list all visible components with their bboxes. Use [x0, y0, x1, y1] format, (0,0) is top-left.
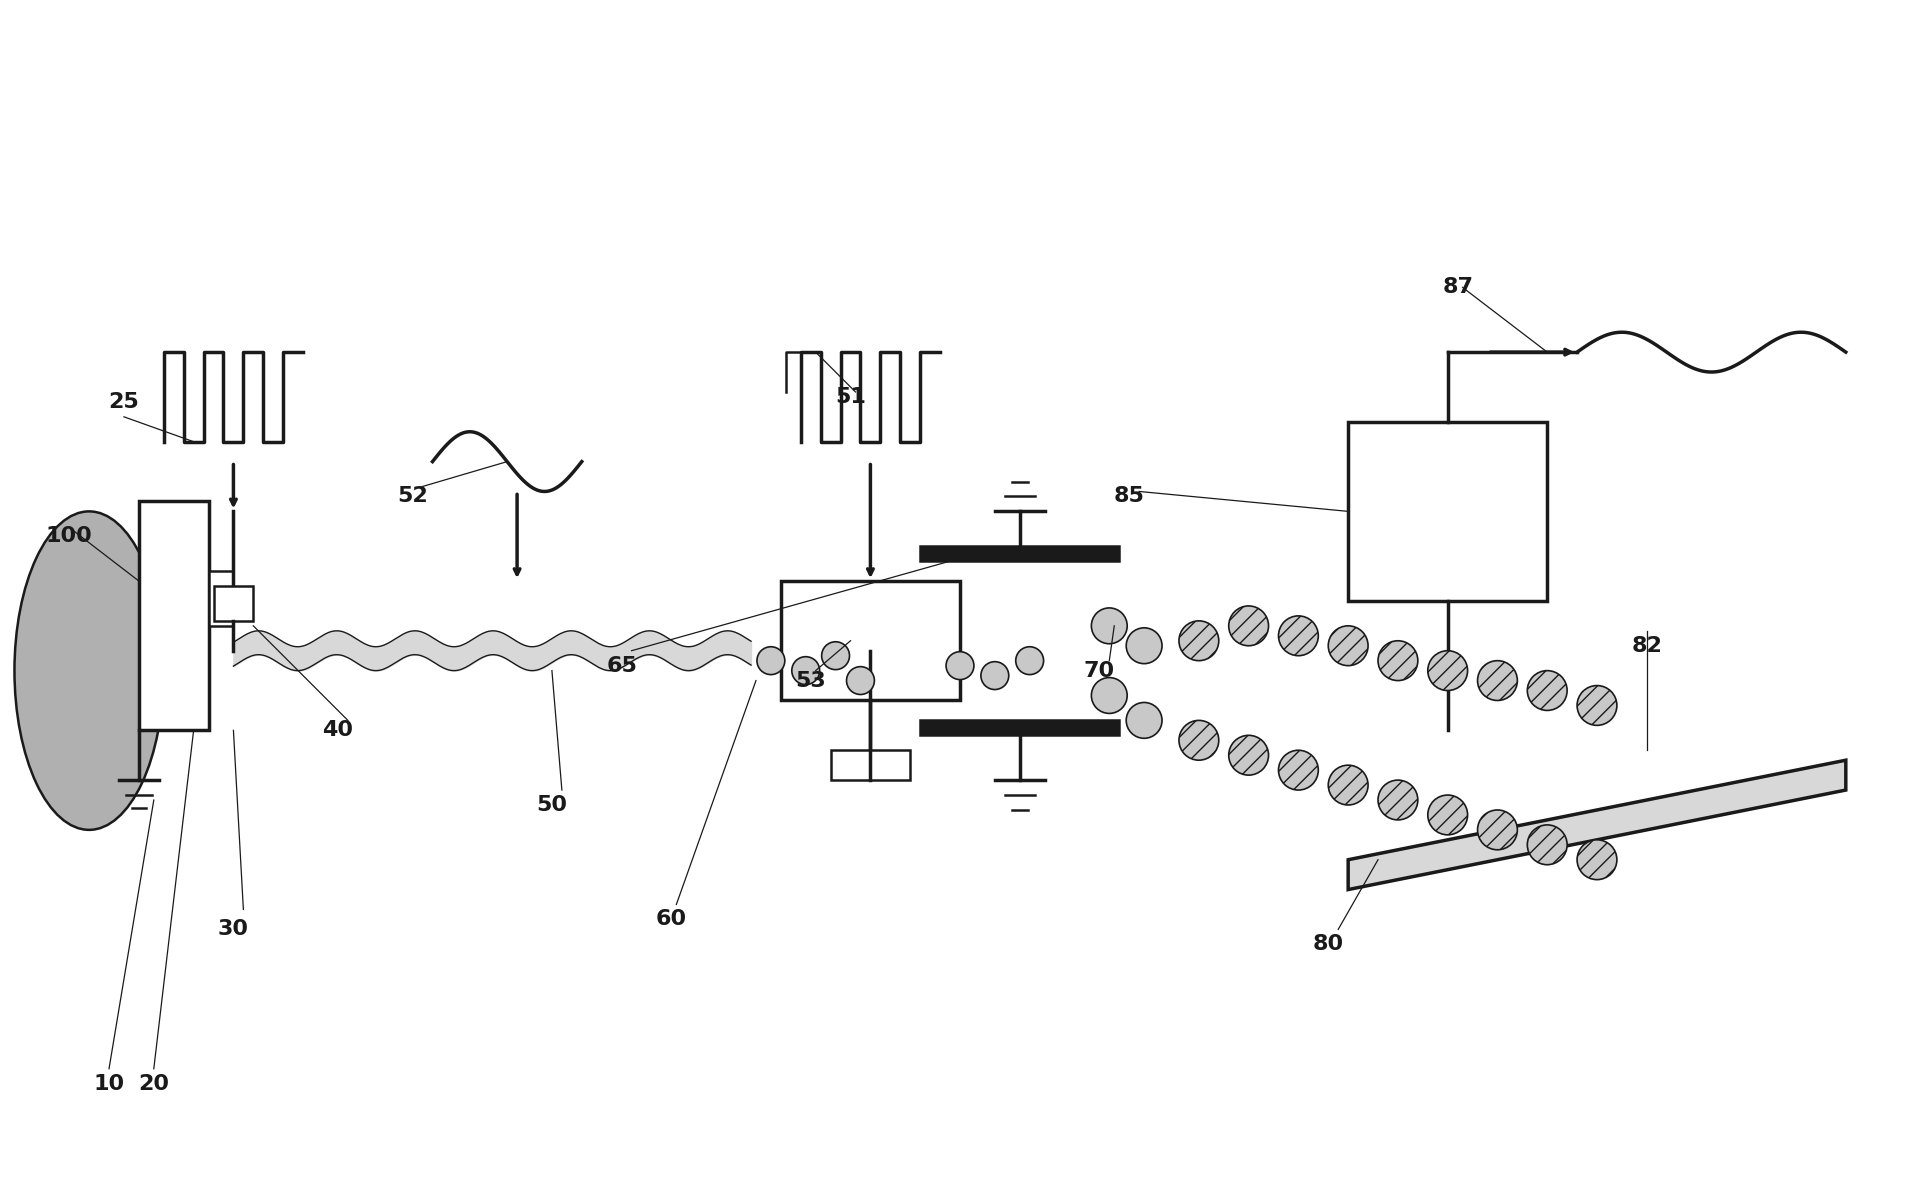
- Text: 30: 30: [219, 919, 249, 939]
- Text: 25: 25: [109, 392, 140, 412]
- Text: 87: 87: [1442, 278, 1473, 298]
- Circle shape: [1091, 678, 1128, 713]
- Circle shape: [1229, 606, 1268, 646]
- Circle shape: [1527, 824, 1567, 864]
- Circle shape: [821, 641, 850, 670]
- Text: 82: 82: [1632, 635, 1663, 655]
- Text: 60: 60: [656, 909, 687, 929]
- Text: 40: 40: [322, 720, 353, 740]
- Circle shape: [846, 666, 875, 694]
- Ellipse shape: [15, 511, 163, 830]
- FancyBboxPatch shape: [830, 750, 911, 781]
- Circle shape: [1126, 703, 1162, 738]
- FancyBboxPatch shape: [213, 586, 253, 621]
- Text: 85: 85: [1114, 487, 1145, 507]
- Circle shape: [946, 652, 974, 679]
- FancyBboxPatch shape: [1348, 422, 1548, 601]
- Text: 80: 80: [1312, 934, 1345, 954]
- Circle shape: [1577, 685, 1617, 725]
- Circle shape: [1377, 641, 1417, 680]
- Circle shape: [1477, 660, 1517, 700]
- Text: 10: 10: [94, 1074, 125, 1094]
- Circle shape: [1329, 626, 1368, 666]
- Circle shape: [792, 657, 819, 685]
- Circle shape: [1427, 651, 1467, 691]
- Circle shape: [1229, 736, 1268, 775]
- FancyBboxPatch shape: [781, 581, 961, 700]
- Text: 70: 70: [1084, 660, 1114, 680]
- Circle shape: [1577, 840, 1617, 880]
- Text: 51: 51: [834, 387, 865, 407]
- Circle shape: [1279, 615, 1318, 655]
- FancyBboxPatch shape: [138, 502, 209, 730]
- Circle shape: [980, 661, 1009, 690]
- Circle shape: [1017, 647, 1043, 674]
- Polygon shape: [1348, 761, 1845, 889]
- Circle shape: [1477, 810, 1517, 850]
- Circle shape: [1377, 781, 1417, 820]
- Circle shape: [1126, 628, 1162, 664]
- Circle shape: [1180, 621, 1218, 660]
- Circle shape: [1527, 671, 1567, 711]
- Text: 100: 100: [46, 527, 92, 547]
- Circle shape: [758, 647, 784, 674]
- FancyBboxPatch shape: [921, 720, 1120, 736]
- Circle shape: [1427, 795, 1467, 835]
- Text: 53: 53: [796, 671, 827, 691]
- Circle shape: [1091, 608, 1128, 644]
- FancyBboxPatch shape: [921, 546, 1120, 561]
- Circle shape: [1279, 750, 1318, 790]
- Circle shape: [1329, 765, 1368, 805]
- Text: 65: 65: [606, 655, 637, 676]
- FancyBboxPatch shape: [209, 572, 234, 626]
- Text: 20: 20: [138, 1074, 169, 1094]
- Circle shape: [1180, 720, 1218, 761]
- Text: 50: 50: [537, 795, 568, 815]
- Text: 52: 52: [397, 487, 428, 507]
